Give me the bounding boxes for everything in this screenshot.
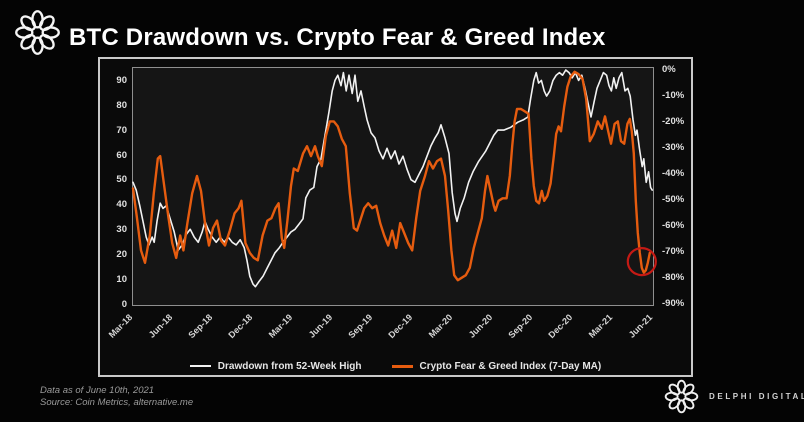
left-axis-tick: 30 bbox=[116, 224, 127, 236]
left-axis-tick: 80 bbox=[116, 100, 127, 111]
series-line-drawdown bbox=[132, 69, 654, 288]
right-axis-tick: -30% bbox=[662, 141, 685, 153]
left-axis-tick: 50 bbox=[116, 174, 127, 186]
x-axis-tick: Jun-18 bbox=[146, 312, 175, 340]
x-axis-tick: Dec-20 bbox=[546, 312, 575, 341]
right-axis-tick: -60% bbox=[662, 220, 685, 232]
legend-label: Crypto Fear & Greed Index (7-Day MA) bbox=[419, 360, 602, 372]
brand-name: DELPHI DIGITAL bbox=[709, 392, 804, 401]
x-axis-tick: Dec-19 bbox=[386, 312, 415, 341]
left-axis-tick: 40 bbox=[116, 199, 127, 211]
x-axis-tick: Jun-21 bbox=[626, 312, 655, 340]
x-axis-tick: Mar-18 bbox=[106, 312, 135, 340]
right-axis-tick: -40% bbox=[662, 167, 685, 179]
x-axis-tick: Jun-20 bbox=[466, 312, 495, 340]
x-axis-tick: Mar-20 bbox=[426, 312, 455, 340]
x-axis-tick: Dec-18 bbox=[226, 312, 255, 341]
delphi-logo-icon-small bbox=[664, 379, 699, 414]
left-axis-tick: 90 bbox=[116, 75, 127, 87]
left-axis-tick: 60 bbox=[116, 149, 127, 161]
page-title: BTC Drawdown vs. Crypto Fear & Greed Ind… bbox=[69, 24, 606, 51]
legend-item: Drawdown from 52-Week High bbox=[189, 360, 362, 372]
series-line-fear-greed bbox=[131, 70, 651, 282]
legend-line-swatch bbox=[189, 365, 211, 367]
x-axis-tick: Mar-19 bbox=[266, 312, 295, 340]
footnote: Data as of June 10th, 2021 Source: Coin … bbox=[40, 385, 193, 408]
right-axis-tick: 0% bbox=[662, 63, 676, 75]
legend: Drawdown from 52-Week High Crypto Fear & … bbox=[100, 358, 691, 374]
legend-label: Drawdown from 52-Week High bbox=[217, 360, 362, 372]
x-axis-tick: Sep-18 bbox=[186, 312, 215, 341]
left-axis-tick: 20 bbox=[116, 248, 127, 260]
right-axis-tick: -70% bbox=[662, 246, 685, 258]
x-axis-tick: Mar-21 bbox=[586, 312, 615, 340]
left-axis-tick: 0 bbox=[121, 298, 127, 310]
x-axis-tick: Sep-20 bbox=[506, 312, 535, 341]
left-axis-tick: 10 bbox=[116, 273, 127, 285]
legend-line-swatch bbox=[391, 364, 413, 368]
right-axis-tick: -90% bbox=[662, 298, 685, 310]
data-as-of-note: Data as of June 10th, 2021 bbox=[40, 385, 155, 396]
header: BTC Drawdown vs. Crypto Fear & Greed Ind… bbox=[0, 0, 804, 57]
highlight-circle-annotation bbox=[626, 247, 657, 277]
source-note: Source: Coin Metrics, alternative.me bbox=[40, 396, 194, 408]
right-axis-tick: -10% bbox=[662, 89, 685, 101]
legend-item: Crypto Fear & Greed Index (7-Day MA) bbox=[391, 360, 602, 372]
plot-area bbox=[131, 67, 657, 306]
left-axis-tick: 70 bbox=[116, 124, 127, 136]
brand-footer: DELPHI DIGITAL bbox=[664, 379, 804, 414]
chart-container: 0 10 20 30 40 50 60 70 80 90 0% -10% -20% -30% -40% -5… bbox=[98, 57, 693, 377]
chart-canvas bbox=[131, 69, 657, 288]
right-axis-tick: -50% bbox=[662, 194, 685, 206]
right-axis-tick: -80% bbox=[662, 272, 685, 284]
x-axis-tick: Sep-19 bbox=[346, 312, 375, 341]
right-axis-tick: -20% bbox=[662, 115, 685, 127]
delphi-logo-icon bbox=[15, 10, 60, 55]
x-axis-tick: Jun-19 bbox=[306, 312, 335, 340]
